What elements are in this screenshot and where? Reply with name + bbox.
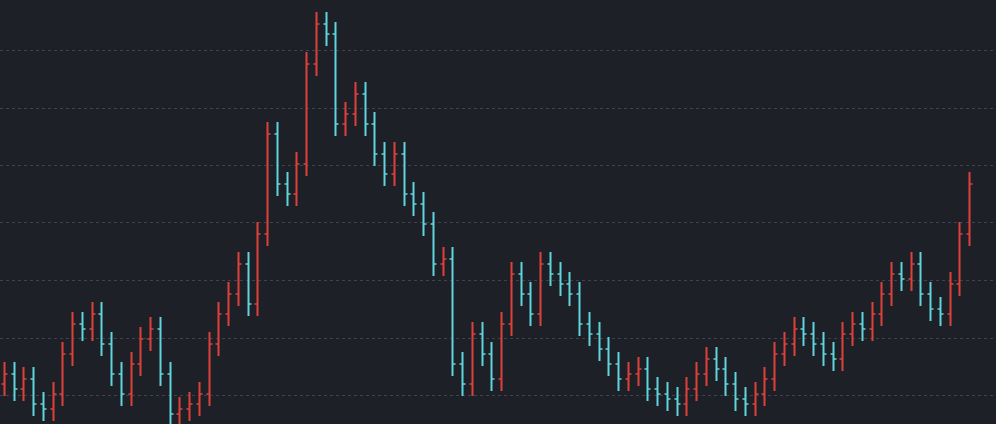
chart: [0, 0, 996, 424]
background: [0, 0, 996, 424]
